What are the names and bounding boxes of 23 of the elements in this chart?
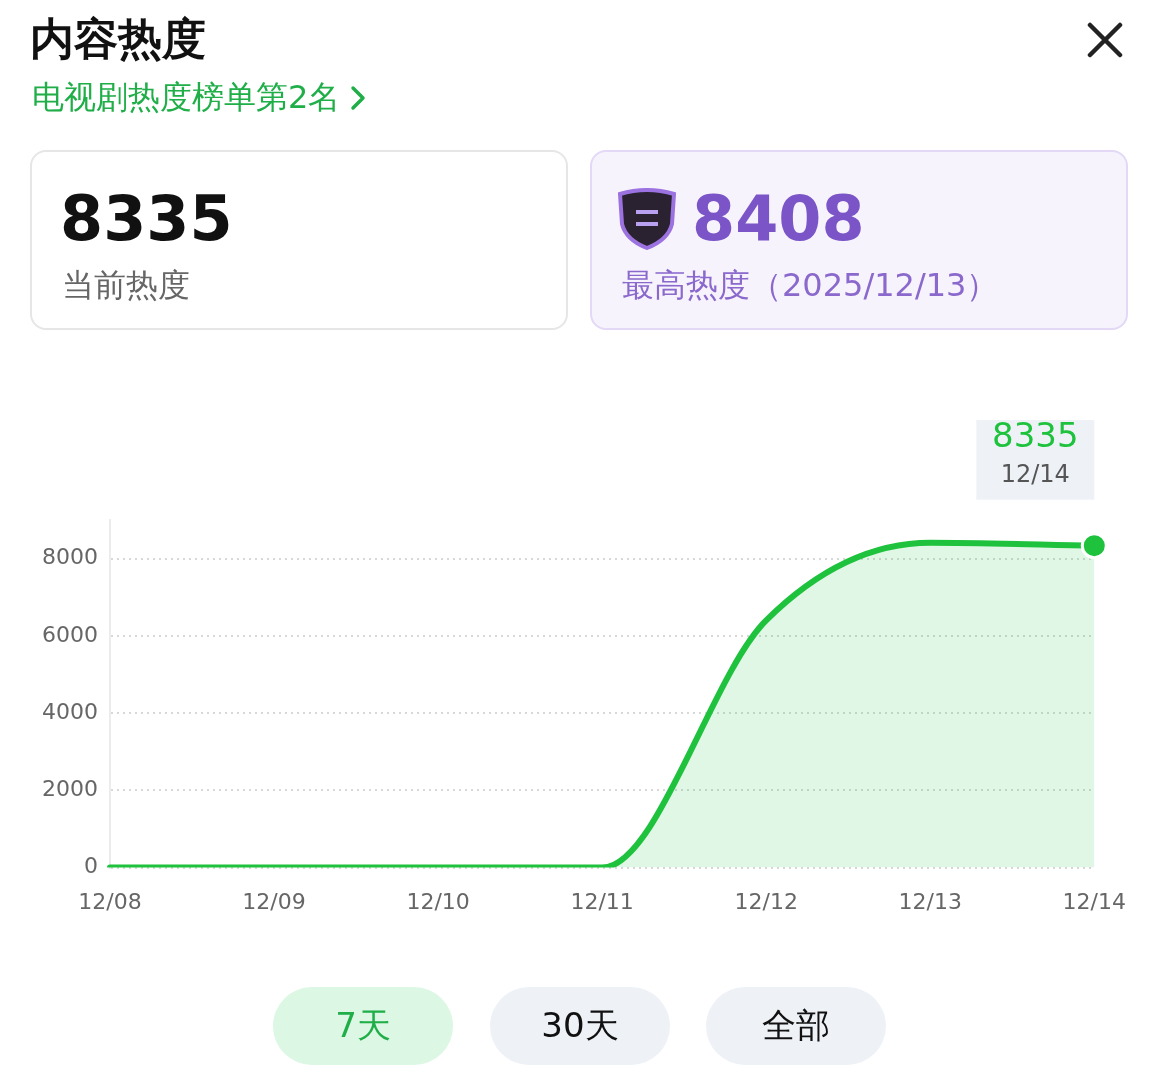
x-tick-label: 12/13 <box>898 888 962 914</box>
annotation: 12/14 <box>1000 459 1070 488</box>
chart-title: 内容热度 <box>30 12 206 66</box>
text: 30天 <box>490 987 670 1065</box>
text: 全部 <box>706 987 886 1065</box>
text: 7天 <box>273 987 453 1065</box>
chart-subtitle: 电视剧热度榜单第2名 <box>32 77 341 118</box>
y-tick-label: 6000 <box>41 621 98 647</box>
y-tick-label: 4000 <box>41 698 98 724</box>
x-tick-label: 12/11 <box>570 888 634 914</box>
x-tick-label: 12/10 <box>406 888 470 914</box>
x-tick-label: 12/14 <box>1062 888 1126 914</box>
x-tick-label: 12/09 <box>242 888 306 914</box>
y-tick-label: 2000 <box>41 776 98 802</box>
text: 当前热度 <box>62 265 190 306</box>
text: 最高热度（2025/12/13） <box>622 265 999 306</box>
x-tick-label: 12/08 <box>78 888 142 914</box>
annotation: 8335 <box>992 414 1079 455</box>
text: 8408 <box>692 182 865 255</box>
y-tick-label: 8000 <box>41 544 98 570</box>
y-tick-label: 0 <box>83 853 98 879</box>
text: 8335 <box>60 182 233 255</box>
x-tick-label: 12/12 <box>734 888 798 914</box>
